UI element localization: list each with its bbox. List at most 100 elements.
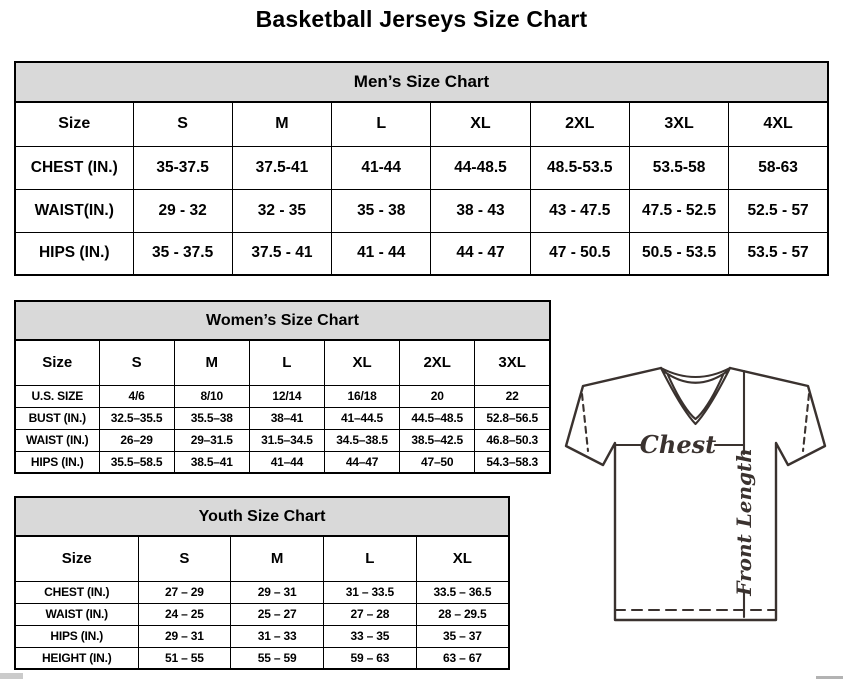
front-length-label: Front Length (732, 448, 756, 597)
size-value-cell: 41 - 44 (331, 231, 432, 276)
table-row: HIPS (IN.) 35.5–58.5 38.5–41 41–44 44–47 47–5… (14, 450, 551, 474)
row-label: HIPS (IN.) (14, 450, 100, 474)
youth-column-header-XL: XL (415, 535, 510, 582)
size-value-cell: 44 - 47 (430, 231, 531, 276)
women-column-header-2XL: 2XL (399, 339, 476, 386)
size-value-cell: 29 – 31 (137, 624, 232, 648)
row-label: CHEST (IN.) (14, 145, 134, 190)
women-table-title: Women’s Size Chart (14, 300, 551, 341)
size-value-cell: 58-63 (728, 145, 829, 190)
jersey-outline (564, 366, 827, 622)
size-value-cell: 41–44.5 (323, 406, 401, 430)
size-value-cell: 35-37.5 (132, 145, 233, 190)
row-label: HEIGHT (IN.) (14, 646, 139, 670)
size-value-cell: 37.5-41 (231, 145, 333, 190)
size-value-cell: 29–31.5 (173, 428, 250, 452)
size-value-cell: 35.5–38 (173, 406, 250, 430)
size-value-cell: 35 – 37 (415, 624, 510, 648)
table-row: HIPS (IN.) 35 - 37.5 37.5 - 41 41 - 44 44 - … (14, 231, 829, 276)
row-label: BUST (IN.) (14, 406, 100, 430)
size-value-cell: 52.5 - 57 (728, 188, 829, 233)
men-column-header-M: M (231, 101, 333, 147)
size-value-cell: 31 – 33.5 (323, 580, 417, 604)
size-value-cell: 46.8–50.3 (474, 428, 551, 452)
youth-table-title: Youth Size Chart (14, 496, 510, 537)
row-label: WAIST (IN.) (14, 428, 100, 452)
size-value-cell: 32 - 35 (231, 188, 333, 233)
size-value-cell: 41-44 (331, 145, 432, 190)
size-value-cell: 37.5 - 41 (231, 231, 333, 276)
size-value-cell: 53.5 - 57 (728, 231, 829, 276)
size-value-cell: 27 – 28 (323, 602, 417, 626)
men-table-title: Men’s Size Chart (14, 61, 829, 103)
table-row: HEIGHT (IN.) 51 – 55 55 – 59 59 – 63 63 – 67 (14, 646, 510, 670)
size-value-cell: 28 – 29.5 (415, 602, 510, 626)
women-column-header-3XL: 3XL (474, 339, 551, 386)
size-value-cell: 44-48.5 (430, 145, 531, 190)
womens-size-table: Women’s Size Chart Size S M L XL 2XL 3XL U.S. SI… (14, 300, 551, 474)
size-value-cell: 24 – 25 (137, 602, 232, 626)
size-value-cell: 52.8–56.5 (474, 406, 551, 430)
men-column-header-4XL: 4XL (728, 101, 829, 147)
size-value-cell: 29 – 31 (230, 580, 324, 604)
size-value-cell: 16/18 (323, 384, 401, 408)
table-row: WAIST (IN.) 24 – 25 25 – 27 27 – 28 28 – 29.… (14, 602, 510, 626)
size-value-cell: 43 - 47.5 (529, 188, 630, 233)
size-value-cell: 55 – 59 (230, 646, 324, 670)
row-label: WAIST (IN.) (14, 602, 139, 626)
men-column-header-S: S (132, 101, 233, 147)
size-value-cell: 47 - 50.5 (529, 231, 630, 276)
size-value-cell: 35 - 38 (331, 188, 432, 233)
page-title: Basketball Jerseys Size Chart (255, 6, 588, 32)
size-value-cell: 29 - 32 (132, 188, 233, 233)
row-label: HIPS (IN.) (14, 231, 134, 276)
size-value-cell: 44.5–48.5 (399, 406, 476, 430)
size-value-cell: 38 - 43 (430, 188, 531, 233)
men-column-header-L: L (331, 101, 432, 147)
size-value-cell: 20 (399, 384, 476, 408)
jersey-collar (659, 366, 732, 426)
women-column-header-M: M (173, 339, 250, 386)
size-value-cell: 54.3–58.3 (474, 450, 551, 474)
size-value-cell: 47–50 (399, 450, 476, 474)
size-value-cell: 51 – 55 (137, 646, 232, 670)
table-row: CHEST (IN.) 35-37.5 37.5-41 41-44 44-48.5 48.… (14, 145, 829, 190)
table-row: CHEST (IN.) 27 – 29 29 – 31 31 – 33.5 33.5 –… (14, 580, 510, 604)
size-value-cell: 33 – 35 (323, 624, 417, 648)
size-value-cell: 31 – 33 (230, 624, 324, 648)
row-label: WAIST(IN.) (14, 188, 134, 233)
row-label: HIPS (IN.) (14, 624, 139, 648)
size-value-cell: 33.5 – 36.5 (415, 580, 510, 604)
size-value-cell: 59 – 63 (323, 646, 417, 670)
men-column-header-2XL: 2XL (529, 101, 630, 147)
men-column-header-3XL: 3XL (628, 101, 730, 147)
size-value-cell: 27 – 29 (137, 580, 232, 604)
scrollbar-fragment-left[interactable] (0, 673, 23, 679)
row-label: U.S. SIZE (14, 384, 100, 408)
size-value-cell: 35.5–58.5 (98, 450, 175, 474)
size-value-cell: 38–41 (248, 406, 325, 430)
size-value-cell: 26–29 (98, 428, 175, 452)
youth-size-header: Size (14, 535, 139, 582)
youth-column-header-S: S (137, 535, 232, 582)
youth-size-table: Youth Size Chart Size S M L XL CHEST (IN.) 27 –… (14, 496, 510, 670)
women-column-header-L: L (248, 339, 325, 386)
size-value-cell: 31.5–34.5 (248, 428, 325, 452)
size-value-cell: 44–47 (323, 450, 401, 474)
table-row: U.S. SIZE 4/6 8/10 12/14 16/18 20 22 (14, 384, 551, 408)
size-value-cell: 35 - 37.5 (132, 231, 233, 276)
scrollbar-fragment-right[interactable] (816, 676, 843, 679)
size-value-cell: 48.5-53.5 (529, 145, 630, 190)
men-column-header-XL: XL (430, 101, 531, 147)
size-value-cell: 34.5–38.5 (323, 428, 401, 452)
table-row: WAIST (IN.) 26–29 29–31.5 31.5–34.5 34.5–38.… (14, 428, 551, 452)
jersey-measurement-diagram: Chest Front Length (564, 366, 827, 622)
size-value-cell: 4/6 (98, 384, 175, 408)
table-row: HIPS (IN.) 29 – 31 31 – 33 33 – 35 35 – 37 (14, 624, 510, 648)
table-row: BUST (IN.) 32.5–35.5 35.5–38 38–41 41–44.5 44… (14, 406, 551, 430)
size-value-cell: 50.5 - 53.5 (628, 231, 730, 276)
right-sleeve-seam-dashed (801, 392, 811, 453)
size-value-cell: 63 – 67 (415, 646, 510, 670)
size-value-cell: 32.5–35.5 (98, 406, 175, 430)
youth-column-header-L: L (323, 535, 417, 582)
